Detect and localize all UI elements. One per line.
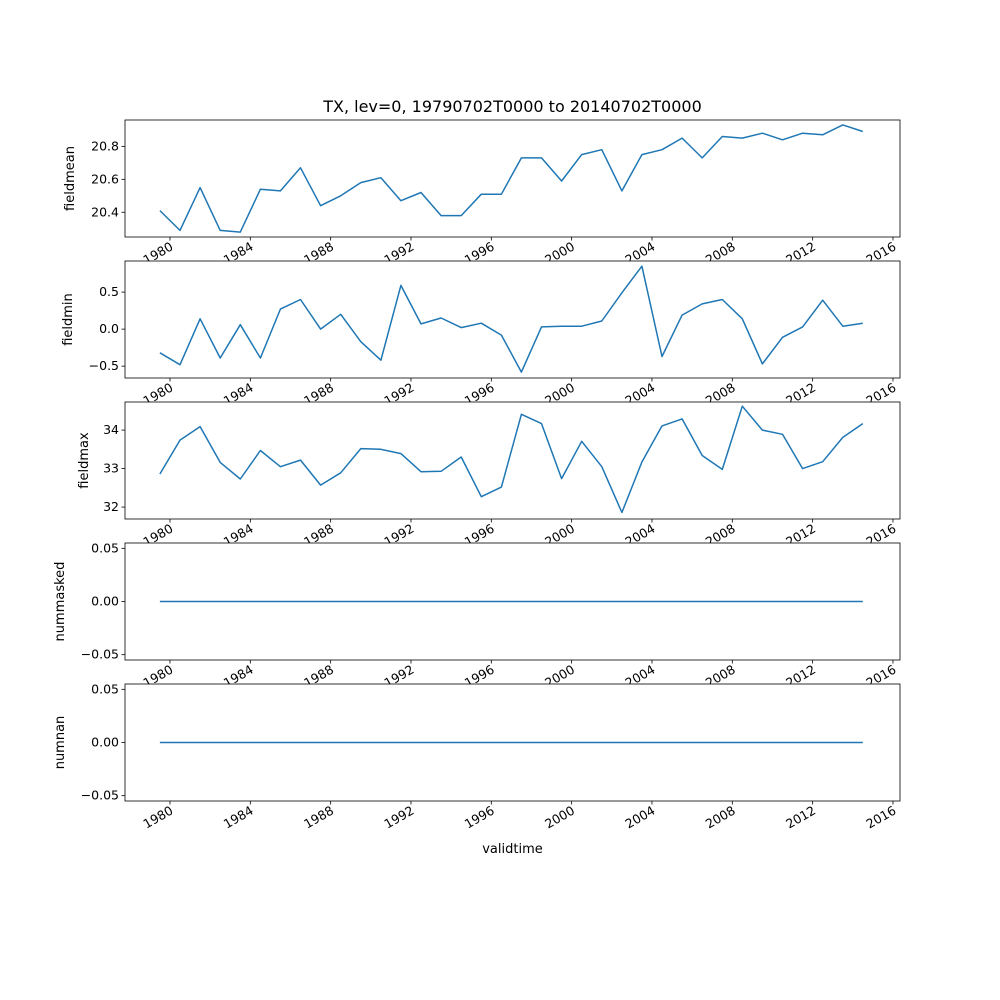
y-tick-label: 0.5 <box>99 284 119 299</box>
y-axis-label: numnan <box>53 716 68 770</box>
x-axis-label: validtime <box>482 842 543 857</box>
y-tick-label: 0.0 <box>99 321 119 336</box>
axes-background <box>125 120 900 237</box>
x-tick-label: 2000 <box>542 803 577 832</box>
x-tick-label: 1988 <box>301 803 336 832</box>
x-tick-label: 1992 <box>381 803 416 832</box>
y-tick-label: 20.6 <box>91 171 119 186</box>
y-tick-label: 20.8 <box>91 138 119 153</box>
series-line-fieldmin <box>159 265 863 373</box>
x-tick-label: 1996 <box>462 803 497 832</box>
series-line-fieldmax <box>159 405 864 514</box>
series-line-fieldmean <box>159 124 864 233</box>
axes-background <box>125 402 900 519</box>
x-tick-label: 2016 <box>863 803 898 832</box>
x-tick-label: 2012 <box>783 803 818 832</box>
y-tick-label: −0.05 <box>81 788 119 803</box>
y-axis-label: fieldmax <box>77 432 92 489</box>
y-tick-label: 33 <box>103 461 119 476</box>
x-tick-label: 1984 <box>221 803 256 832</box>
y-tick-label: 0.00 <box>91 594 119 609</box>
axes-frame <box>124 119 901 238</box>
axes-background <box>125 261 900 378</box>
x-tick-label: 1980 <box>140 803 175 832</box>
y-tick-label: 20.4 <box>91 204 119 219</box>
y-tick-label: 0.00 <box>91 735 119 750</box>
y-tick-label: 34 <box>103 422 119 437</box>
chart-title: TX, lev=0, 19790702T0000 to 20140702T000… <box>323 97 702 116</box>
x-tick-label: 2004 <box>622 803 657 832</box>
y-tick-label: −0.05 <box>81 647 119 662</box>
y-axis-label: fieldmean <box>63 146 78 211</box>
axes-frame <box>124 401 901 520</box>
y-axis-label: nummasked <box>53 562 68 642</box>
x-tick-label: 2008 <box>703 803 738 832</box>
y-tick-label: 32 <box>103 499 119 514</box>
y-tick-label: 0.05 <box>91 540 119 555</box>
panel-numnan: −0.05 0.00 0.05 numnan 1980 1984 1988 1992 1996 2… <box>53 681 901 832</box>
y-tick-label: −0.5 <box>89 358 119 373</box>
y-tick-label: 0.05 <box>91 681 119 696</box>
y-axis-label: fieldmin <box>61 293 76 346</box>
axes-frame <box>124 260 901 379</box>
